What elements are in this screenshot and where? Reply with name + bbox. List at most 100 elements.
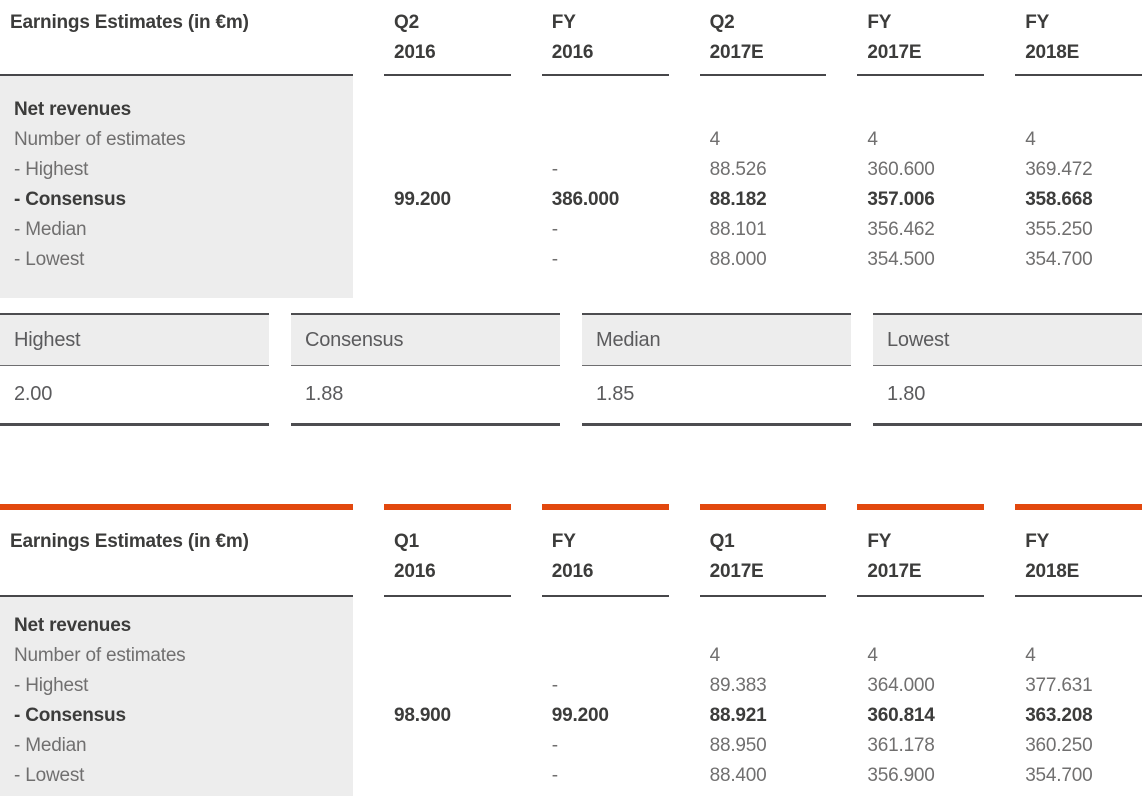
row-label: Net revenues (14, 99, 131, 120)
card-label: Consensus (291, 315, 560, 366)
value-cell: 88.400 (709, 765, 767, 786)
column-year: 2017E (709, 561, 764, 582)
data-column: Q1 2016 98.900 (384, 504, 511, 796)
value-cell (710, 95, 827, 125)
value-cell: 356.900 (867, 765, 935, 786)
value-cell: 89.383 (709, 675, 767, 696)
column-header: FY 2018E (1015, 510, 1142, 597)
value-cell: - (551, 249, 558, 270)
column-year: 2017E (709, 42, 764, 63)
value-cell (552, 125, 669, 155)
value-cell (710, 611, 827, 641)
column-header: FY 2018E (1015, 0, 1142, 76)
column-period: Q1 (709, 531, 735, 552)
value-cell: 88.101 (709, 219, 767, 240)
column-values: 99.200 (384, 76, 511, 298)
value-cell: 99.200 (394, 189, 451, 210)
row-label: - Consensus (14, 189, 126, 210)
row-label: Number of estimates (14, 645, 186, 666)
row-label: Number of estimates (14, 129, 186, 150)
column-period: Q2 (709, 12, 735, 33)
column-values: - 386.000 - - (542, 76, 669, 298)
column-values: 4 369.472 358.668 355.250 354.700 (1015, 76, 1142, 298)
value-cell: 358.668 (1025, 189, 1093, 210)
row-label: Net revenues (14, 615, 131, 636)
column-period: FY (1025, 12, 1050, 33)
column-values: 4 88.526 88.182 88.101 88.000 (700, 76, 827, 298)
column-year: 2016 (394, 561, 436, 582)
value-cell: 354.500 (867, 249, 935, 270)
value-cell: 361.178 (867, 735, 935, 756)
value-cell: 356.462 (867, 219, 935, 240)
column-values: 4 377.631 363.208 360.250 354.700 (1015, 597, 1142, 796)
value-cell: 360.250 (1025, 735, 1093, 756)
earnings-table-top: Earnings Estimates (in €m) Net revenues Nu… (0, 0, 1142, 298)
value-cell (394, 761, 511, 791)
data-column: FY 2017E 4 360.600 357.006 356.462 354.500 (857, 0, 985, 298)
column-period: FY (1025, 531, 1050, 552)
value-cell: 4 (1025, 129, 1036, 150)
column-header: Q2 2017E (699, 0, 827, 76)
value-cell: 4 (1025, 645, 1036, 666)
value-cell: 354.700 (1025, 249, 1093, 270)
column-year: 2016 (394, 42, 436, 63)
column-year: 2018E (1025, 561, 1080, 582)
value-cell: 4 (709, 129, 721, 150)
data-column: FY 2017E 4 364.000 360.814 361.178 356.900 (857, 504, 985, 796)
summary-card: Consensus 1.88 (291, 313, 560, 426)
card-value: 1.80 (887, 383, 926, 405)
value-cell: 369.472 (1025, 159, 1093, 180)
column-period: FY (867, 531, 892, 552)
value-cell (394, 215, 511, 245)
row-label: - Highest (14, 159, 89, 180)
value-cell: 377.631 (1025, 675, 1093, 696)
card-label: Lowest (873, 315, 1142, 366)
value-cell: 88.526 (709, 159, 767, 180)
data-column: FY 2018E 4 377.631 363.208 360.250 354.700 (1015, 504, 1142, 796)
value-cell: 363.208 (1025, 705, 1093, 726)
accent-bar (384, 504, 511, 510)
table-title: Earnings Estimates (in €m) (0, 510, 353, 597)
value-cell: 4 (867, 645, 878, 666)
value-cell: 355.250 (1025, 219, 1093, 240)
value-cell: 98.900 (394, 705, 451, 726)
row-label: - Lowest (14, 249, 85, 270)
column-year: 2018E (1025, 42, 1080, 63)
value-cell (394, 641, 511, 671)
data-column: FY 2016 - 99.200 - - (541, 504, 669, 796)
column-values: 4 364.000 360.814 361.178 356.900 (857, 597, 984, 796)
value-cell (867, 95, 984, 125)
value-cell: 88.921 (709, 705, 767, 726)
value-cell: 4 (709, 645, 721, 666)
column-values: 98.900 (384, 597, 511, 796)
accent-bar (541, 504, 669, 510)
value-cell (552, 611, 669, 641)
row-label: - Highest (14, 675, 89, 696)
value-cell (394, 155, 511, 185)
value-cell (394, 125, 511, 155)
value-cell (394, 671, 511, 701)
row-label: - Lowest (14, 765, 85, 786)
value-cell (1025, 611, 1142, 641)
data-column: FY 2018E 4 369.472 358.668 355.250 354.700 (1015, 0, 1142, 298)
summary-card: Median 1.85 (582, 313, 851, 426)
column-header: Q1 2017E (699, 510, 827, 597)
summary-card: Highest 2.00 (0, 313, 269, 426)
value-cell: 357.006 (867, 189, 935, 210)
data-column: Q2 2016 99.200 (384, 0, 511, 298)
value-cell (394, 95, 511, 125)
row-label: - Median (14, 735, 87, 756)
column-period: FY (551, 531, 576, 552)
row-label: - Median (14, 219, 87, 240)
value-cell (394, 245, 511, 275)
accent-bar (699, 504, 827, 510)
value-cell (394, 731, 511, 761)
value-cell: 364.000 (867, 675, 935, 696)
label-column: Earnings Estimates (in €m) Net revenues Nu… (0, 0, 353, 298)
value-cell: 354.700 (1025, 765, 1093, 786)
data-column: Q1 2017E 4 89.383 88.921 88.950 88.400 (699, 504, 827, 796)
value-cell (552, 641, 669, 671)
column-period: Q1 (394, 531, 419, 552)
card-value: 1.85 (596, 383, 635, 405)
value-cell: 88.000 (709, 249, 767, 270)
